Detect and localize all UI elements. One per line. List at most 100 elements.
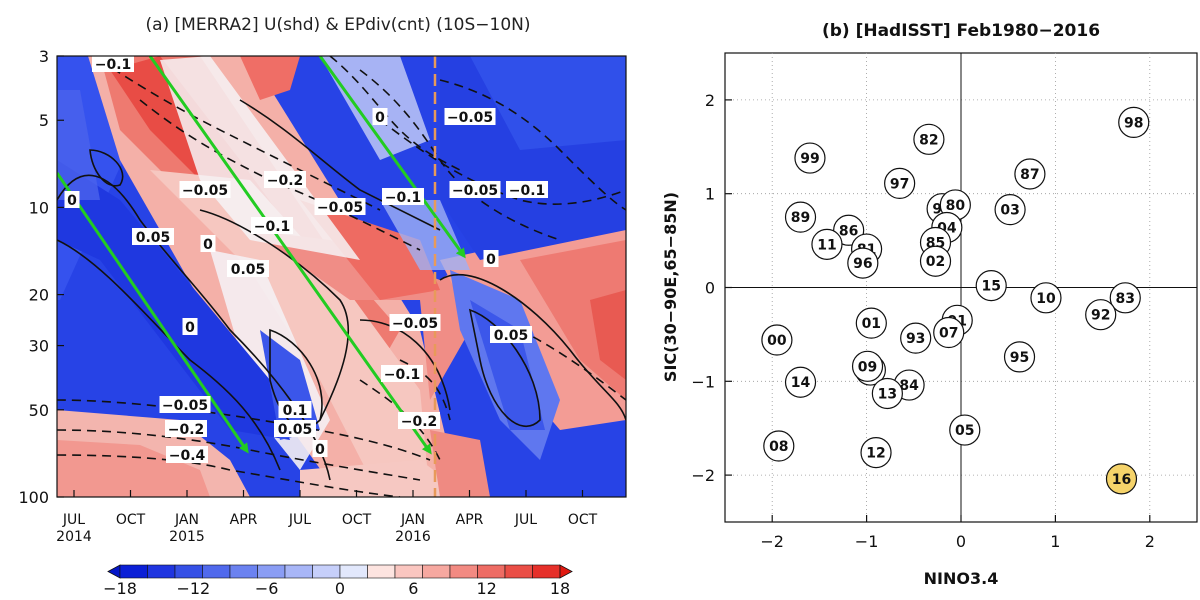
point-marker bbox=[949, 414, 981, 446]
y-tick-label: 1 bbox=[705, 185, 715, 204]
contour-label: 0.05 bbox=[490, 326, 532, 344]
scatter-point: 01 bbox=[855, 307, 887, 339]
point-marker bbox=[913, 123, 945, 155]
scatter-point: 82 bbox=[913, 123, 945, 155]
svg-text:−0.1: −0.1 bbox=[385, 190, 422, 206]
contour-label: −0.05 bbox=[389, 314, 441, 332]
colorbar-swatch bbox=[147, 564, 176, 579]
point-label: 11 bbox=[817, 237, 836, 253]
contour-label: −0.2 bbox=[165, 420, 207, 438]
point-marker bbox=[933, 316, 965, 349]
svg-text:0.05: 0.05 bbox=[278, 422, 313, 438]
colorbar-label: 12 bbox=[476, 579, 496, 598]
scatter-point: 89 bbox=[784, 201, 817, 233]
y-tick-label: 50 bbox=[29, 401, 49, 420]
svg-text:−0.2: −0.2 bbox=[267, 173, 304, 189]
contour-label: −0.05 bbox=[314, 198, 366, 216]
point-label: 87 bbox=[1020, 167, 1039, 183]
svg-text:0: 0 bbox=[315, 442, 325, 458]
x-tick-label: JAN bbox=[400, 512, 425, 528]
colorbar: −18 −12 −6 0 6 12 18 bbox=[103, 564, 573, 598]
panel-b-xlabel: NINO3.4 bbox=[924, 569, 999, 588]
point-label: 95 bbox=[1010, 350, 1029, 366]
x-tick-label: −1 bbox=[855, 532, 879, 551]
colorbar-swatch bbox=[229, 564, 258, 579]
heatmap-field: −0.10 −0.05−0.05−0.2−0.05−0.1−0.05−0.100.… bbox=[57, 56, 626, 497]
point-label: 12 bbox=[866, 446, 885, 462]
x-tick-label: OCT bbox=[568, 512, 598, 528]
colorbar-swatch bbox=[394, 564, 423, 579]
scatter-point: 93 bbox=[900, 322, 932, 354]
colorbar-swatch bbox=[284, 564, 313, 579]
point-marker bbox=[919, 245, 952, 277]
colorbar-swatch bbox=[174, 564, 203, 579]
svg-text:−0.4: −0.4 bbox=[169, 448, 206, 464]
point-marker bbox=[811, 228, 843, 260]
scatter-point: 92 bbox=[1085, 299, 1117, 331]
point-label: 16 bbox=[1112, 472, 1131, 488]
point-label: 09 bbox=[858, 359, 877, 375]
contour-label: −0.05 bbox=[444, 108, 496, 126]
contour-labels: −0.10 −0.05−0.05−0.2−0.05−0.1−0.05−0.100.… bbox=[64, 56, 548, 464]
contour-label: 0.05 bbox=[132, 228, 174, 246]
svg-text:−0.05: −0.05 bbox=[182, 183, 228, 199]
y-tick-label: 10 bbox=[29, 198, 49, 217]
y-tick-label: 5 bbox=[39, 111, 49, 130]
contour-label: 0 bbox=[64, 191, 80, 209]
scatter-point: 87 bbox=[1014, 158, 1046, 190]
svg-text:0.05: 0.05 bbox=[136, 230, 171, 246]
x-tick-label: −2 bbox=[760, 532, 784, 551]
colorbar-swatch bbox=[449, 564, 478, 579]
scatter-point: 10 bbox=[1030, 282, 1062, 314]
colorbar-label: 18 bbox=[550, 579, 570, 598]
scatter-point: 09 bbox=[851, 350, 884, 382]
colorbar-swatch bbox=[477, 564, 506, 579]
scatter-point: 83 bbox=[1109, 282, 1141, 314]
contour-label: −0.4 bbox=[166, 446, 208, 464]
point-marker bbox=[763, 430, 795, 462]
colorbar-swatch bbox=[119, 564, 148, 579]
scatter-point: 00 bbox=[761, 324, 793, 356]
x-tick-year: 2016 bbox=[395, 529, 431, 545]
colorbar-min-arrow bbox=[107, 564, 121, 579]
point-marker bbox=[884, 167, 916, 199]
y-tick-label: 100 bbox=[18, 488, 49, 507]
point-marker bbox=[1109, 282, 1141, 314]
y-tick-label: 3 bbox=[39, 47, 49, 66]
scatter-point: 95 bbox=[1003, 341, 1036, 373]
descent-arrow-1 bbox=[57, 172, 249, 454]
contour-label: −0.1 bbox=[92, 56, 134, 73]
panel-b-title: (b) [HadISST] Feb1980−2016 bbox=[822, 21, 1100, 41]
point-marker bbox=[1118, 106, 1150, 139]
scatter-point: 99 bbox=[794, 142, 826, 174]
contour-label: −0.1 bbox=[251, 217, 293, 235]
colorbar-swatch bbox=[257, 564, 286, 579]
x-tick-year: 2015 bbox=[169, 529, 205, 545]
point-marker bbox=[1014, 158, 1046, 190]
contour-label: 0 bbox=[182, 318, 198, 336]
svg-text:0.1: 0.1 bbox=[283, 403, 308, 419]
point-label: 84 bbox=[899, 378, 919, 394]
scatter-point: 96 bbox=[847, 247, 879, 279]
contour-label: 0.1 bbox=[278, 401, 312, 419]
contour-label: −0.05 bbox=[159, 396, 211, 414]
point-label: 92 bbox=[1091, 308, 1110, 324]
scatter-point: 13 bbox=[871, 377, 903, 410]
point-label: 99 bbox=[800, 151, 819, 167]
point-marker bbox=[860, 436, 892, 469]
point-label: 98 bbox=[1124, 115, 1143, 131]
point-marker bbox=[847, 247, 879, 279]
x-tick-label: JUL bbox=[62, 512, 85, 528]
panel-a-y-axis: 3 5 10 20 30 50 100 bbox=[18, 47, 64, 507]
point-marker bbox=[1085, 299, 1117, 331]
x-tick-year: 2014 bbox=[56, 529, 92, 545]
point-marker bbox=[994, 194, 1026, 226]
point-label: 08 bbox=[769, 439, 788, 455]
panel-a-frame bbox=[56, 55, 627, 498]
x-tick-label: JAN bbox=[174, 512, 199, 528]
point-marker bbox=[871, 377, 903, 410]
svg-text:0: 0 bbox=[486, 252, 496, 268]
scatter-point: 12 bbox=[860, 436, 892, 469]
